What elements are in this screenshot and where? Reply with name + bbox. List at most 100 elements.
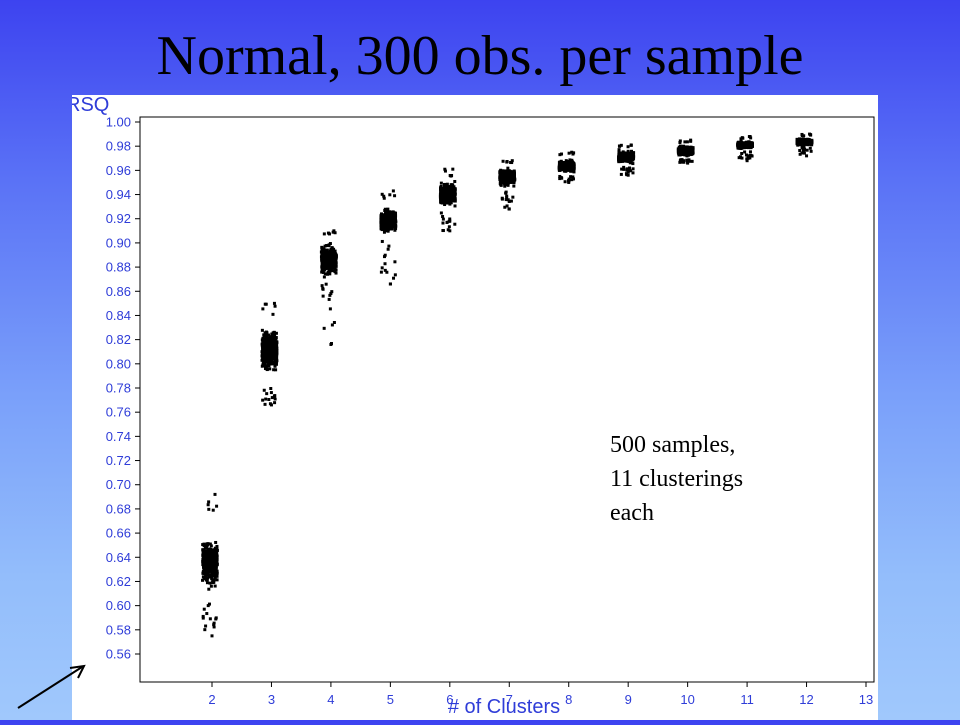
- data-point: [745, 157, 749, 161]
- data-point: [334, 264, 338, 268]
- data-point: [270, 396, 274, 400]
- y-tick-label: 0.80: [106, 356, 131, 371]
- data-point: [262, 388, 266, 392]
- data-point: [510, 161, 514, 165]
- data-point: [679, 158, 683, 162]
- data-point: [273, 355, 277, 359]
- data-point: [625, 159, 629, 163]
- data-point: [809, 143, 813, 147]
- annotation-line: each: [610, 500, 654, 527]
- data-point: [211, 556, 215, 560]
- data-point: [274, 359, 278, 363]
- x-tick-label: 5: [387, 692, 394, 707]
- data-point: [799, 137, 803, 141]
- data-point: [627, 166, 631, 170]
- y-tick-label: 0.68: [106, 501, 131, 516]
- y-axis: 0.560.580.600.620.640.660.680.700.720.74…: [106, 115, 140, 662]
- data-points: [201, 132, 814, 638]
- data-point: [207, 500, 211, 504]
- data-point: [393, 215, 397, 219]
- data-point: [626, 173, 630, 177]
- data-point: [568, 161, 572, 165]
- data-point: [261, 339, 265, 343]
- cluster-k6: [438, 167, 457, 233]
- data-point: [265, 342, 269, 346]
- data-point: [390, 227, 394, 231]
- data-point: [264, 332, 268, 336]
- data-point: [392, 213, 396, 217]
- data-point: [506, 183, 510, 187]
- data-point: [505, 204, 509, 208]
- data-point: [385, 270, 389, 274]
- data-point: [503, 205, 507, 209]
- data-point: [327, 244, 331, 248]
- data-point: [446, 228, 450, 232]
- data-point: [273, 401, 277, 405]
- data-point: [209, 584, 213, 588]
- data-point: [743, 150, 747, 154]
- data-point: [741, 136, 745, 140]
- data-point: [215, 504, 219, 508]
- data-point: [205, 558, 209, 562]
- cluster-k12: [795, 132, 814, 158]
- data-point: [268, 361, 272, 365]
- data-point: [386, 227, 390, 231]
- y-tick-label: 0.76: [106, 405, 131, 420]
- data-point: [325, 244, 329, 248]
- data-point: [208, 573, 212, 577]
- slide-title: Normal, 300 obs. per sample: [156, 25, 804, 87]
- x-tick-label: 2: [208, 692, 215, 707]
- data-point: [273, 333, 277, 337]
- data-point: [682, 145, 686, 149]
- data-point: [443, 191, 447, 195]
- data-point: [510, 174, 514, 178]
- data-point: [563, 167, 567, 171]
- data-point: [267, 356, 271, 360]
- data-point: [571, 166, 575, 170]
- data-point: [268, 357, 272, 361]
- data-point: [324, 282, 328, 286]
- data-point: [205, 544, 209, 548]
- data-point: [441, 189, 445, 193]
- data-point: [680, 150, 684, 154]
- data-point: [268, 367, 272, 371]
- data-point: [211, 581, 215, 585]
- data-point: [327, 260, 331, 264]
- data-point: [268, 359, 272, 363]
- data-point: [808, 132, 812, 136]
- data-point: [205, 581, 209, 585]
- data-point: [323, 244, 327, 248]
- y-tick-label: 0.56: [106, 647, 131, 662]
- data-point: [322, 232, 326, 236]
- data-point: [329, 291, 333, 295]
- data-point: [393, 228, 397, 232]
- data-point: [571, 177, 575, 181]
- x-tick-label: 11: [740, 692, 754, 707]
- data-point: [261, 307, 265, 311]
- data-point: [745, 159, 749, 163]
- data-point: [504, 176, 508, 180]
- data-point: [328, 307, 332, 311]
- data-point: [384, 211, 388, 215]
- data-point: [381, 217, 385, 221]
- data-point: [442, 183, 446, 187]
- data-point: [628, 161, 632, 165]
- data-point: [329, 252, 333, 256]
- data-point: [210, 634, 214, 638]
- data-point: [263, 337, 267, 341]
- data-point: [212, 565, 216, 569]
- data-point: [269, 335, 273, 339]
- data-point: [209, 544, 213, 548]
- data-point: [379, 218, 383, 222]
- data-point: [505, 194, 509, 198]
- data-point: [213, 548, 217, 552]
- data-point: [272, 340, 276, 344]
- data-point: [326, 272, 330, 276]
- data-point: [439, 185, 443, 189]
- data-point: [266, 333, 270, 337]
- data-point: [214, 564, 218, 568]
- data-point: [321, 254, 325, 258]
- data-point: [207, 587, 211, 591]
- data-point: [689, 138, 693, 142]
- data-point: [387, 211, 391, 215]
